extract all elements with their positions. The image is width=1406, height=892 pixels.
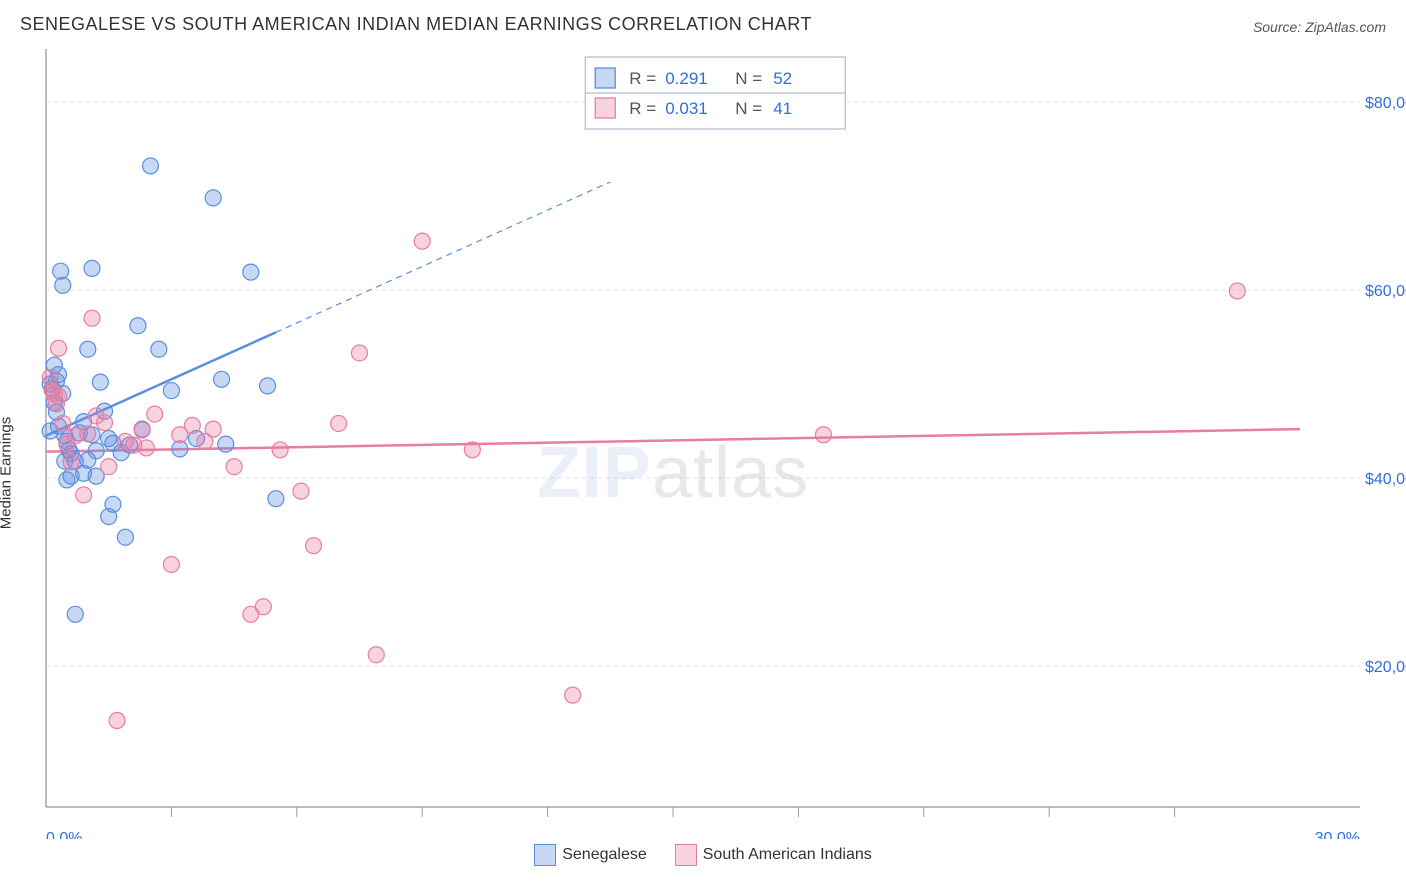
x-tick-label-min: 0.0% [46, 830, 82, 839]
data-point [80, 341, 96, 357]
data-point [88, 443, 104, 459]
data-point [260, 378, 276, 394]
data-point [255, 599, 271, 615]
data-point [214, 371, 230, 387]
data-point [272, 442, 288, 458]
legend-label: South American Indians [703, 846, 872, 863]
data-point [143, 158, 159, 174]
data-point [105, 496, 121, 512]
source-label: Source: [1253, 19, 1301, 35]
data-point [268, 491, 284, 507]
data-point [331, 415, 347, 431]
bottom-legend: Senegalese South American Indians [0, 844, 1406, 866]
data-point [243, 264, 259, 280]
legend-r-value: 0.031 [665, 99, 708, 118]
scatter-chart: $20,000 $40,000 $60,000 $80,000 0.0% 30.0% R =… [0, 39, 1406, 839]
data-point [55, 277, 71, 293]
y-tick-label: $80,000 [1365, 95, 1406, 112]
legend-n-label: N = [735, 99, 762, 118]
data-point [218, 436, 234, 452]
data-point [51, 340, 67, 356]
chart-container: Median Earnings $20,000 $40,000 $60,000 $80… [0, 39, 1406, 844]
data-point [184, 417, 200, 433]
y-tick-label: $20,000 [1365, 659, 1406, 676]
data-point [565, 687, 581, 703]
data-point [134, 422, 150, 438]
data-point [414, 233, 430, 249]
data-point [352, 345, 368, 361]
data-point [306, 538, 322, 554]
data-point [464, 442, 480, 458]
legend-r-label: R = [629, 69, 656, 88]
data-point [84, 310, 100, 326]
legend-label: Senegalese [562, 846, 647, 863]
data-point [80, 426, 96, 442]
legend-r-value: 0.291 [665, 69, 708, 88]
legend-swatch [675, 844, 697, 866]
legend-n-label: N = [735, 69, 762, 88]
data-point [67, 606, 83, 622]
data-point [163, 383, 179, 399]
data-point [53, 263, 69, 279]
data-point [815, 427, 831, 443]
data-point [97, 415, 113, 431]
data-point [293, 483, 309, 499]
data-point [109, 713, 125, 729]
data-point [84, 260, 100, 276]
data-point [117, 529, 133, 545]
data-point [205, 190, 221, 206]
data-point [163, 556, 179, 572]
data-point [51, 388, 67, 404]
legend-swatch [595, 68, 615, 88]
y-tick-label: $60,000 [1365, 283, 1406, 300]
data-point [92, 374, 108, 390]
data-point [101, 459, 117, 475]
data-point [147, 406, 163, 422]
data-point [76, 487, 92, 503]
legend-n-value: 41 [773, 99, 792, 118]
data-point [205, 421, 221, 437]
data-point [130, 318, 146, 334]
legend-item: South American Indians [675, 844, 872, 866]
page-title: SENEGALESE VS SOUTH AMERICAN INDIAN MEDI… [20, 14, 812, 35]
legend-swatch [534, 844, 556, 866]
data-point [55, 415, 71, 431]
data-point [226, 459, 242, 475]
data-point [151, 341, 167, 357]
legend-r-label: R = [629, 99, 656, 118]
legend-n-value: 52 [773, 69, 792, 88]
data-point [368, 647, 384, 663]
data-point [1229, 283, 1245, 299]
source-citation: Source: ZipAtlas.com [1253, 19, 1386, 35]
legend-item: Senegalese [534, 844, 647, 866]
x-tick-label-max: 30.0% [1315, 830, 1360, 839]
source-value: ZipAtlas.com [1305, 19, 1386, 35]
data-point [63, 454, 79, 470]
y-tick-label: $40,000 [1365, 471, 1406, 488]
y-axis-label: Median Earnings [0, 417, 15, 530]
data-point [138, 440, 154, 456]
legend-swatch [595, 98, 615, 118]
